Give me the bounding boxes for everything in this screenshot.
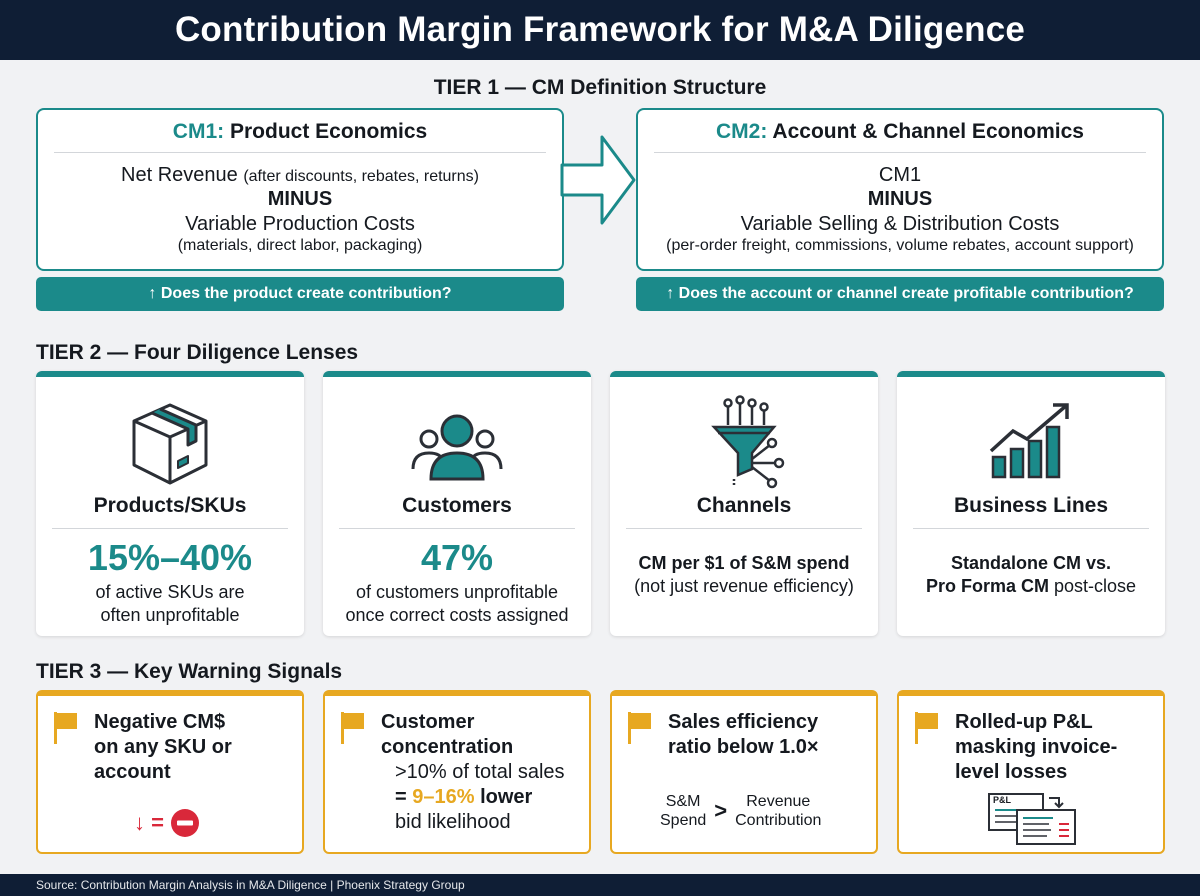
lens-divider — [626, 528, 862, 529]
warning-title-negative-cm: Negative CM$ on any SKU or account — [94, 711, 232, 783]
lens-desc-products: of active SKUs are often unprofitable — [95, 582, 245, 625]
lens-title-channels: Channels — [696, 494, 792, 517]
cm1-net-revenue-note: (after discounts, rebates, returns) — [243, 168, 479, 185]
negative-symbol: ↓ = — [134, 808, 200, 838]
lens-stat-customers: 47% — [420, 537, 494, 578]
cm1-body: Net Revenue (after discounts, rebates, r… — [38, 153, 562, 256]
footer-source: Source: Contribution Margin Analysis in … — [0, 874, 1200, 896]
lens-card-products: Products/SKUs 15%–40% of active SKUs are… — [36, 371, 304, 636]
concentration-highlight: 9–16% — [412, 786, 475, 808]
box-icon — [132, 403, 208, 485]
cm2-cm1: CM1 — [878, 164, 922, 186]
lens-text-channels: CM per $1 of S&M spend (not just revenue… — [634, 553, 854, 597]
flag-icon — [628, 712, 651, 744]
tier1-heading: TIER 1 — CM Definition Structure — [433, 76, 767, 99]
tier3-heading: TIER 3 — Key Warning Signals — [36, 660, 343, 683]
people-icon — [411, 414, 503, 481]
warning-card-negative-cm: Negative CM$ on any SKU or account ↓ = — [36, 690, 304, 854]
cm1-box: CM1: Product Economics Net Revenue (afte… — [36, 108, 564, 271]
warning-title-customer-concentration: Customer concentration — [381, 711, 514, 758]
warning-card-customer-concentration: Customer concentration >10% of total sal… — [323, 690, 591, 854]
cm1-variable-costs-note: (materials, direct labor, packaging) — [177, 237, 423, 255]
cm1-question-bar: ↑ Does the product create contribution? — [36, 277, 564, 311]
lens-card-channels: Channels CM per $1 of S&M spend (not jus… — [610, 371, 878, 636]
cm2-question-bar: ↑ Does the account or channel create pro… — [636, 277, 1164, 311]
header-banner: Contribution Margin Framework for M&A Di… — [0, 0, 1200, 60]
cm1-net-revenue: Net Revenue — [121, 164, 238, 186]
flow-arrow-icon — [560, 135, 636, 225]
warning-card-sales-efficiency: Sales efficiency ratio below 1.0× S&M Spe… — [610, 690, 878, 854]
pl-doc-label: P&L — [993, 795, 1011, 805]
page-title: Contribution Margin Framework for M&A Di… — [174, 10, 1026, 49]
lens-title-products: Products/SKUs — [93, 494, 247, 517]
lens-divider — [913, 528, 1149, 529]
lens-divider — [339, 528, 575, 529]
flag-icon — [341, 712, 364, 744]
cm2-variable-costs: Variable Selling & Distribution Costs — [740, 212, 1060, 235]
flag-icon — [54, 712, 77, 744]
lens-title-customers: Customers — [402, 494, 512, 517]
cm2-box: CM2: Account & Channel Economics CM1 MIN… — [636, 108, 1164, 271]
warning-card-rolled-up-pl: Rolled-up P&L masking invoice- level los… — [897, 690, 1165, 854]
lens-divider — [52, 528, 288, 529]
lens-card-business-lines: Business Lines Standalone CM vs. Pro For… — [897, 371, 1165, 636]
down-arrow-equals: ↓ = — [134, 810, 164, 835]
lens-card-customers: Customers 47% of customers unprofitable … — [323, 371, 591, 636]
warning-title-rolled-up-pl: Rolled-up P&L masking invoice- level los… — [955, 711, 1118, 783]
cm2-variable-costs-note: (per-order freight, commissions, volume … — [666, 237, 1134, 255]
greater-than: > — [714, 797, 728, 823]
lens-title-business-lines: Business Lines — [953, 494, 1109, 517]
cm1-divider — [54, 152, 546, 153]
cm2-title: CM2: Account & Channel Economics — [716, 120, 1084, 143]
warning-title-sales-efficiency: Sales efficiency ratio below 1.0× — [668, 711, 819, 758]
lens-stat-products: 15%–40% — [87, 537, 253, 578]
flag-icon — [915, 712, 938, 744]
concentration-detail: >10% of total sales = 9–16% lower bid li… — [395, 761, 565, 833]
efficiency-comparison: S&M Spend > Revenue Contribution — [660, 792, 821, 830]
sm-spend-label: S&M Spend — [660, 793, 707, 830]
funnel-icon — [711, 395, 785, 489]
lens-desc-customers: of customers unprofitable once correct c… — [345, 582, 569, 625]
cm2-minus: MINUS — [867, 188, 933, 211]
cm1-minus: MINUS — [267, 188, 333, 211]
revenue-contribution-label: Revenue Contribution — [735, 793, 822, 830]
cm1-variable-costs: Variable Production Costs — [185, 212, 415, 235]
cm2-divider — [654, 152, 1146, 153]
cm2-body: CM1 MINUS Variable Selling & Distributio… — [638, 153, 1162, 256]
cm1-title: CM1: Product Economics — [172, 120, 428, 143]
tier2-heading: TIER 2 — Four Diligence Lenses — [36, 341, 359, 364]
pl-document-icon: P&L — [987, 792, 1079, 846]
growth-chart-icon — [989, 403, 1069, 479]
minus-circle-icon — [170, 809, 199, 837]
lens-text-business-lines: Standalone CM vs. Pro Forma CM post-clos… — [925, 553, 1137, 597]
